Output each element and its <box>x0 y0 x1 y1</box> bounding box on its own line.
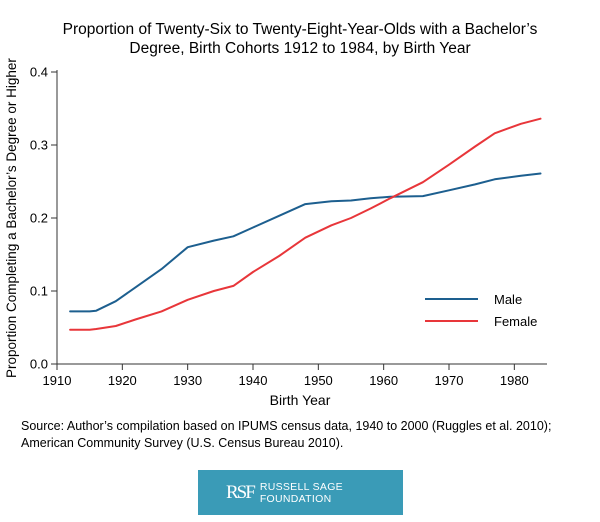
x-tick-label: 1920 <box>108 373 137 388</box>
source-note-line-2: American Community Survey (U.S. Census B… <box>21 436 344 450</box>
source-note: Source: Author’s compilation based on IP… <box>21 418 591 452</box>
y-tick-label: 0.0 <box>30 357 48 372</box>
legend-label-female: Female <box>494 314 537 329</box>
x-tick-label: 1940 <box>239 373 268 388</box>
y-tick-label: 0.2 <box>30 211 48 226</box>
series-line-female <box>69 117 542 331</box>
x-tick-label: 1950 <box>304 373 333 388</box>
chart-title: Proportion of Twenty-Six to Twenty-Eight… <box>0 20 600 58</box>
chart-title-line-1: Proportion of Twenty-Six to Twenty-Eight… <box>62 21 538 38</box>
x-axis-label: Birth Year <box>269 392 331 408</box>
y-tick-label: 0.1 <box>30 284 48 299</box>
y-tick-label: 0.4 <box>30 65 48 80</box>
legend-label-male: Male <box>494 292 522 307</box>
x-tick-label: 1910 <box>43 373 72 388</box>
x-tick-label: 1930 <box>173 373 202 388</box>
foundation-logo: RSF RUSSELL SAGE FOUNDATION <box>198 470 403 515</box>
series-line-male <box>69 172 542 313</box>
x-tick-label: 1960 <box>369 373 398 388</box>
y-tick-label: 0.3 <box>30 138 48 153</box>
foundation-name: RUSSELL SAGE FOUNDATION <box>259 480 343 505</box>
rsf-monogram: RSF <box>226 481 256 503</box>
y-axis-label: Proportion Completing a Bachelor’s Degre… <box>4 58 19 378</box>
x-tick-label: 1980 <box>500 373 529 388</box>
line-chart: 0.0 0.1 0.2 0.3 0.4 1910 1920 1930 1940 1950 1960 1… <box>30 65 547 388</box>
x-tick-label: 1970 <box>435 373 464 388</box>
source-note-line-1: Source: Author’s compilation based on IP… <box>21 419 552 433</box>
chart-title-line-2: Degree, Birth Cohorts 1912 to 1984, by B… <box>129 40 471 57</box>
